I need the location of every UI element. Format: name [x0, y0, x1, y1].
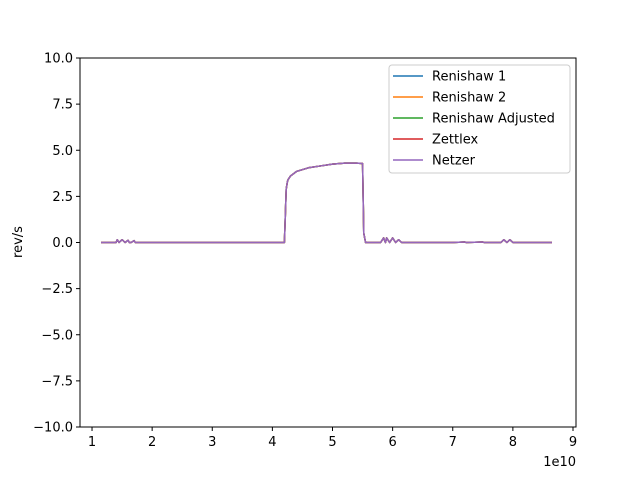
y-tick-label: 7.5	[52, 98, 73, 113]
x-tick-label: 5	[328, 435, 336, 450]
y-tick-label: −2.5	[41, 282, 73, 297]
y-tick-label: −5.0	[41, 328, 73, 343]
y-axis-label: rev/s	[11, 226, 26, 258]
y-tick-label: −10.0	[33, 421, 73, 436]
x-tick-label: 9	[569, 435, 577, 450]
y-tick-label: 5.0	[52, 144, 73, 159]
y-tick-label: 2.5	[52, 190, 73, 205]
legend-label: Renishaw 1	[432, 70, 506, 85]
y-axis: −10.0 −7.5 −5.0 −2.5 0.0 2.5 5.0 7.5 10.0	[33, 52, 80, 436]
x-axis: 1 2 3 4 5 6 7 8 9	[88, 427, 577, 450]
x-tick-label: 1	[88, 435, 96, 450]
x-offset-label: 1e10	[543, 455, 576, 470]
x-tick-label: 4	[268, 435, 276, 450]
series-line-netzer	[101, 162, 552, 244]
plot-lines	[101, 162, 552, 244]
legend-label: Zettlex	[432, 133, 478, 148]
x-tick-label: 2	[148, 435, 156, 450]
x-tick-label: 6	[388, 435, 396, 450]
x-tick-label: 3	[208, 435, 216, 450]
legend-box	[388, 64, 571, 174]
y-tick-label: −7.5	[41, 374, 73, 389]
legend-label: Renishaw 2	[432, 91, 506, 106]
x-tick-label: 8	[509, 435, 517, 450]
y-tick-label: 10.0	[44, 52, 73, 67]
legend: Renishaw 1 Renishaw 2 Renishaw Adjusted Zet…	[388, 64, 571, 174]
x-tick-label: 7	[449, 435, 457, 450]
y-tick-label: 0.0	[52, 236, 73, 251]
legend-label: Renishaw Adjusted	[432, 112, 555, 127]
legend-label: Netzer	[432, 154, 476, 169]
